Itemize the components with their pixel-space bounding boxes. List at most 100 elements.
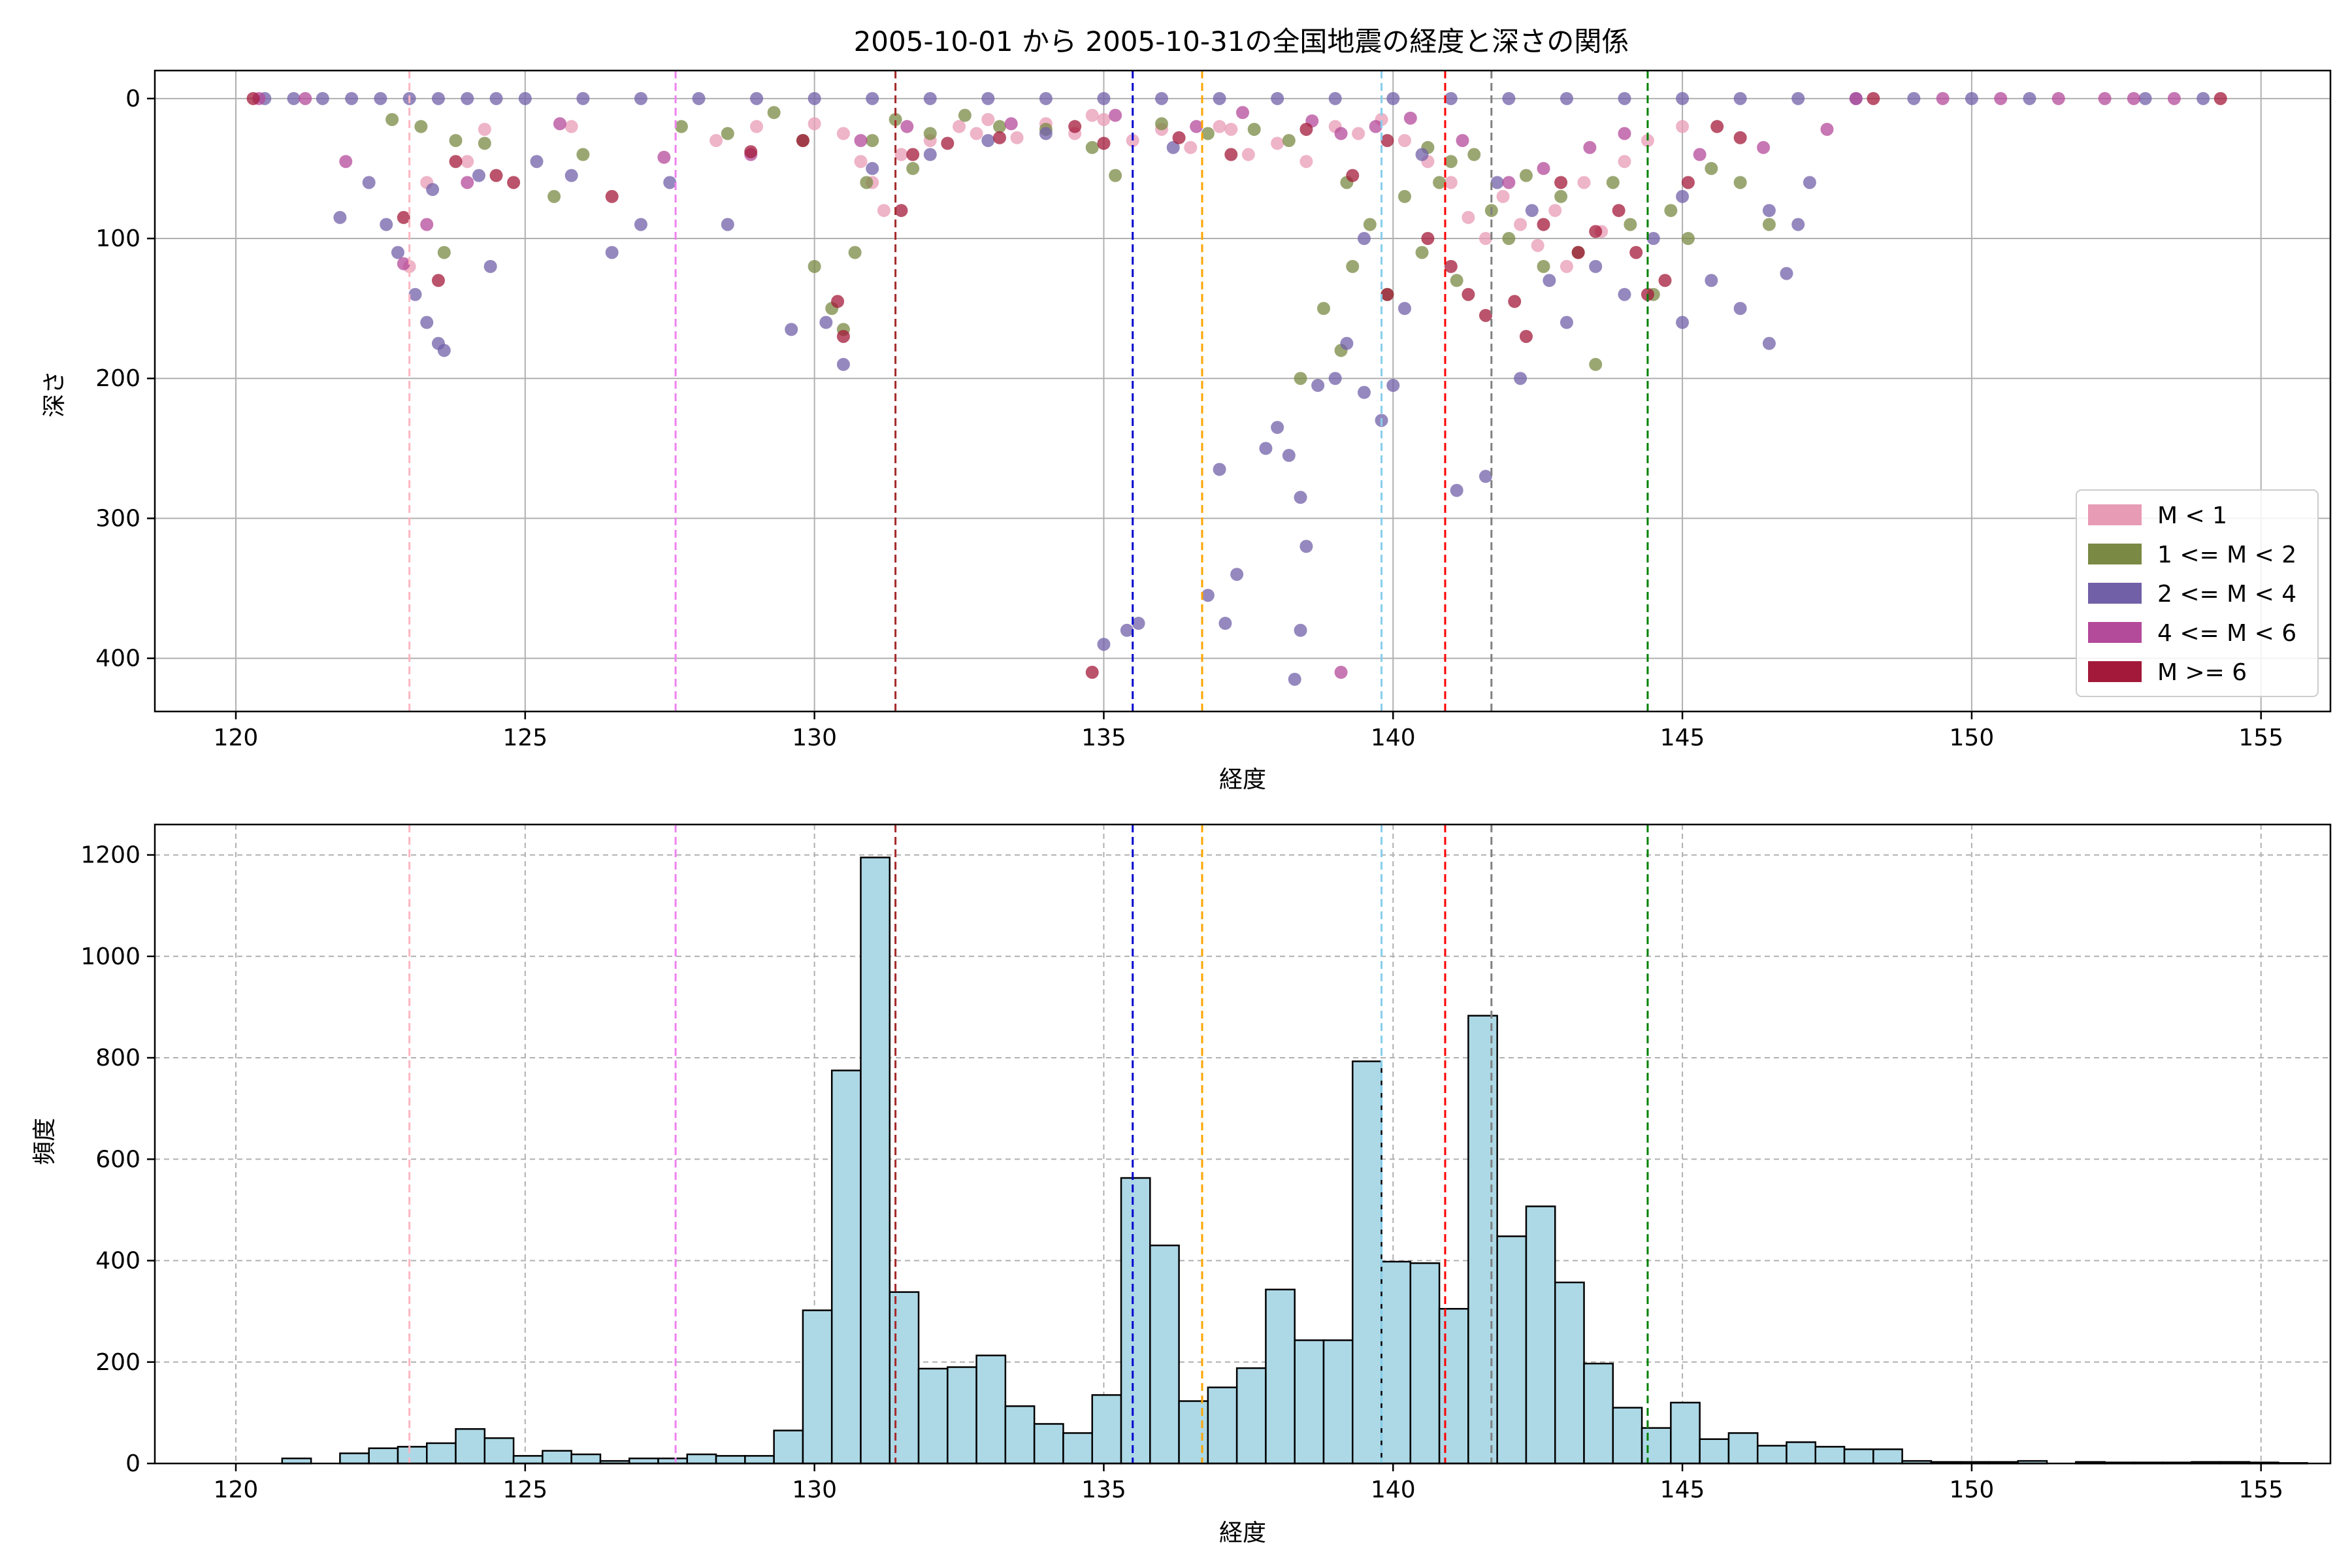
histogram-bar <box>830 1070 862 1465</box>
data-point <box>397 257 410 270</box>
plot-frame <box>154 823 2332 1465</box>
scatter-y-axis-label: 深さ <box>41 370 68 417</box>
data-point <box>1757 140 1771 154</box>
data-point <box>1478 308 1492 322</box>
data-point <box>1571 246 1585 259</box>
data-point <box>1693 148 1707 161</box>
data-point <box>1646 232 1660 246</box>
data-point <box>1369 120 1382 133</box>
histogram-bar <box>1409 1262 1441 1465</box>
data-point <box>287 91 301 105</box>
data-point <box>1508 295 1522 308</box>
data-point <box>710 134 723 148</box>
data-point <box>1733 131 1747 144</box>
data-point <box>2197 91 2210 105</box>
data-point <box>1097 91 1111 105</box>
data-point <box>1537 259 1550 273</box>
data-point <box>1039 91 1053 105</box>
data-point <box>1537 161 1550 175</box>
x-tick-label: 120 <box>214 725 259 751</box>
data-point <box>2051 91 2065 105</box>
data-point <box>854 155 868 169</box>
data-point <box>1733 302 1747 316</box>
data-point <box>1346 169 1360 182</box>
x-tick-label: 135 <box>1081 725 1126 751</box>
data-point <box>906 148 920 161</box>
data-point <box>1676 91 1690 105</box>
data-point <box>1560 316 1573 329</box>
data-point <box>1190 120 1203 133</box>
histogram-x-axis-label: 経度 <box>1219 1520 1266 1546</box>
data-point <box>420 316 434 329</box>
data-point <box>981 112 995 126</box>
x-tick-label: 140 <box>1371 725 1416 751</box>
data-point <box>721 127 734 140</box>
data-point <box>1213 91 1226 105</box>
data-point <box>1606 176 1620 189</box>
data-point <box>576 91 590 105</box>
data-point <box>1085 108 1099 122</box>
data-point <box>1676 316 1690 329</box>
data-point <box>1780 267 1793 280</box>
data-point <box>1548 204 1562 218</box>
data-point <box>889 112 902 126</box>
data-point <box>333 210 347 224</box>
data-point <box>1618 287 1631 301</box>
data-point <box>1676 120 1690 133</box>
data-point <box>1340 336 1354 350</box>
data-point <box>1450 483 1463 497</box>
histogram-bar <box>1525 1205 1556 1465</box>
data-point <box>1554 189 1568 203</box>
data-point <box>530 155 544 169</box>
data-point <box>1155 117 1169 131</box>
data-point <box>958 108 972 122</box>
data-point <box>1710 120 1724 133</box>
histogram-bar <box>947 1366 977 1465</box>
data-point <box>1415 148 1429 161</box>
data-point <box>1224 148 1238 161</box>
data-point <box>1328 91 1342 105</box>
data-point <box>923 127 937 140</box>
data-point <box>1201 589 1215 602</box>
data-point <box>808 91 821 105</box>
histogram-bar <box>455 1428 486 1465</box>
data-point <box>953 120 966 133</box>
data-point <box>1791 91 1805 105</box>
data-point <box>431 274 445 287</box>
data-point <box>866 134 879 148</box>
data-point <box>767 106 781 120</box>
data-point <box>721 218 734 231</box>
data-point <box>1618 91 1631 105</box>
data-point <box>1907 91 1921 105</box>
legend-swatch <box>2088 622 2142 643</box>
data-point <box>408 287 422 301</box>
data-point <box>339 155 353 169</box>
data-point <box>1641 134 1654 148</box>
histogram-bar <box>1872 1448 1903 1465</box>
data-point <box>1357 232 1371 246</box>
histogram-bar <box>1814 1446 1846 1465</box>
data-point <box>437 344 451 357</box>
data-point <box>461 176 474 189</box>
data-point <box>848 246 862 259</box>
histogram-bar <box>483 1437 515 1465</box>
data-point <box>1097 112 1111 126</box>
y-tick-label: 300 <box>95 505 140 532</box>
data-point <box>1282 449 1296 463</box>
data-point <box>1397 302 1411 316</box>
legend-label: M < 1 <box>2157 502 2227 529</box>
data-point <box>1155 91 1169 105</box>
data-point <box>1456 134 1469 148</box>
data-point <box>1705 274 1718 287</box>
data-point <box>877 204 890 218</box>
data-point <box>1097 638 1111 651</box>
data-point <box>1664 204 1678 218</box>
data-point <box>1936 91 1950 105</box>
histogram-bar <box>802 1309 833 1465</box>
data-point <box>1299 155 1313 169</box>
data-point <box>1201 127 1215 140</box>
data-point <box>1762 204 1776 218</box>
data-point <box>819 316 833 329</box>
histogram-bar <box>1120 1177 1151 1465</box>
data-point <box>2138 91 2152 105</box>
